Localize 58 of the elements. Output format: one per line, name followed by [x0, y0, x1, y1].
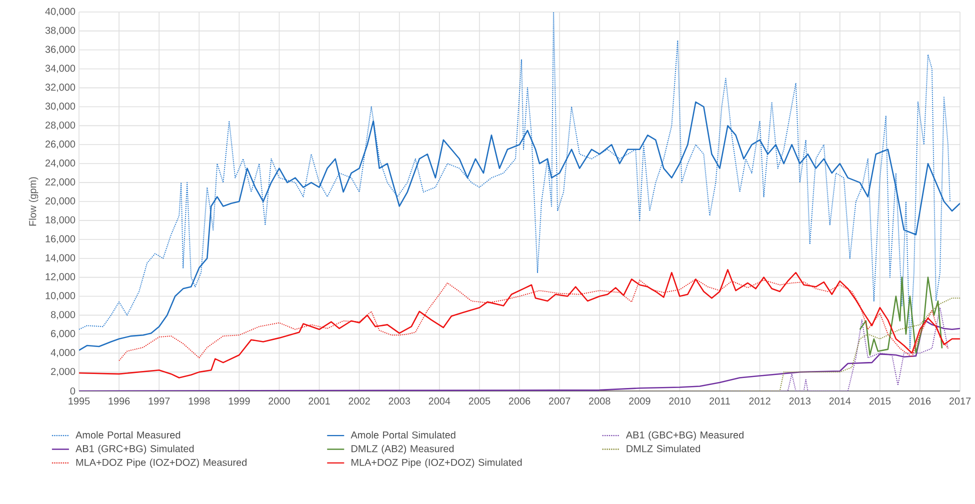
legend-label: MLA+DOZ Pipe (IOZ+DOZ) Simulated — [352, 458, 522, 468]
x-tick-label: 2008 — [589, 398, 610, 405]
x-tick-label: 2014 — [829, 398, 851, 405]
x-tick-label: 1995 — [68, 398, 90, 405]
x-tick-label: 2015 — [869, 398, 891, 405]
y-tick-label: 6,000 — [51, 330, 76, 338]
y-tick-label: 28,000 — [46, 122, 76, 130]
line-series — [79, 101, 960, 351]
y-tick-label: 32,000 — [45, 84, 76, 92]
x-tick-label: 2009 — [629, 398, 650, 405]
x-tick-label: 1999 — [228, 398, 250, 405]
y-tick-label: 16,000 — [46, 235, 76, 244]
x-tick-label: 2001 — [308, 398, 330, 405]
x-tick-label: 2005 — [468, 398, 490, 405]
y-tick-label: 2,000 — [51, 368, 76, 376]
y-tick-label: 34,000 — [45, 64, 76, 73]
x-tick-label: 2007 — [548, 398, 570, 405]
x-tick-label: 2017 — [949, 398, 971, 405]
y-axis-title: Flow (gpm) — [28, 177, 38, 226]
x-tick-label: 2000 — [268, 398, 290, 405]
y-tick-label: 8,000 — [50, 311, 76, 320]
y-tick-label: 26,000 — [46, 140, 76, 149]
x-tick-label: 2006 — [508, 398, 530, 405]
line-series — [118, 278, 948, 362]
legend-label: AB1 (GBC+BG) Measured — [626, 431, 744, 440]
legend-label: AB1 (GRC+BG) Simulated — [76, 444, 194, 454]
x-tick-label: 2016 — [909, 398, 931, 405]
y-tick-label: 36,000 — [45, 46, 76, 54]
legend-label: MLA+DOZ Pipe (IOZ+DOZ) Measured — [76, 458, 247, 468]
line-series — [599, 298, 960, 391]
y-tick-label: 30,000 — [45, 102, 76, 111]
x-tick-label: 2013 — [789, 398, 810, 405]
x-tick-label: 1997 — [148, 398, 170, 405]
x-tick-label: 1998 — [188, 398, 210, 405]
y-tick-label: 40,000 — [45, 8, 76, 16]
y-tick-label: 0 — [70, 387, 76, 395]
x-tick-label: 2011 — [710, 398, 730, 405]
x-tick-label: 2010 — [669, 398, 690, 405]
y-tick-label: 22,000 — [46, 178, 76, 187]
x-tick-label: 1996 — [108, 398, 130, 405]
y-tick-label: 20,000 — [46, 197, 76, 206]
x-tick-label: 2004 — [428, 398, 450, 405]
y-tick-label: 38,000 — [45, 26, 76, 36]
y-tick-label: 10,000 — [46, 292, 76, 300]
y-tick-label: 12,000 — [46, 273, 76, 282]
y-tick-label: 24,000 — [46, 159, 76, 168]
line-series — [859, 276, 943, 356]
y-tick-label: 18,000 — [46, 216, 76, 225]
y-tick-label: 4,000 — [50, 348, 76, 358]
x-tick-label: 2002 — [348, 398, 370, 405]
legend-label: DMLZ (AB2) Measured — [352, 444, 454, 454]
x-tick-label: 2003 — [388, 398, 410, 405]
y-tick-label: 14,000 — [46, 254, 76, 262]
line-series — [79, 12, 950, 349]
legend-label: Amole Portal Simulated — [350, 431, 456, 439]
legend-label: Amole Portal Measured — [76, 431, 180, 439]
x-tick-label: 2012 — [749, 398, 770, 405]
legend-label: DMLZ Simulated — [626, 444, 700, 452]
